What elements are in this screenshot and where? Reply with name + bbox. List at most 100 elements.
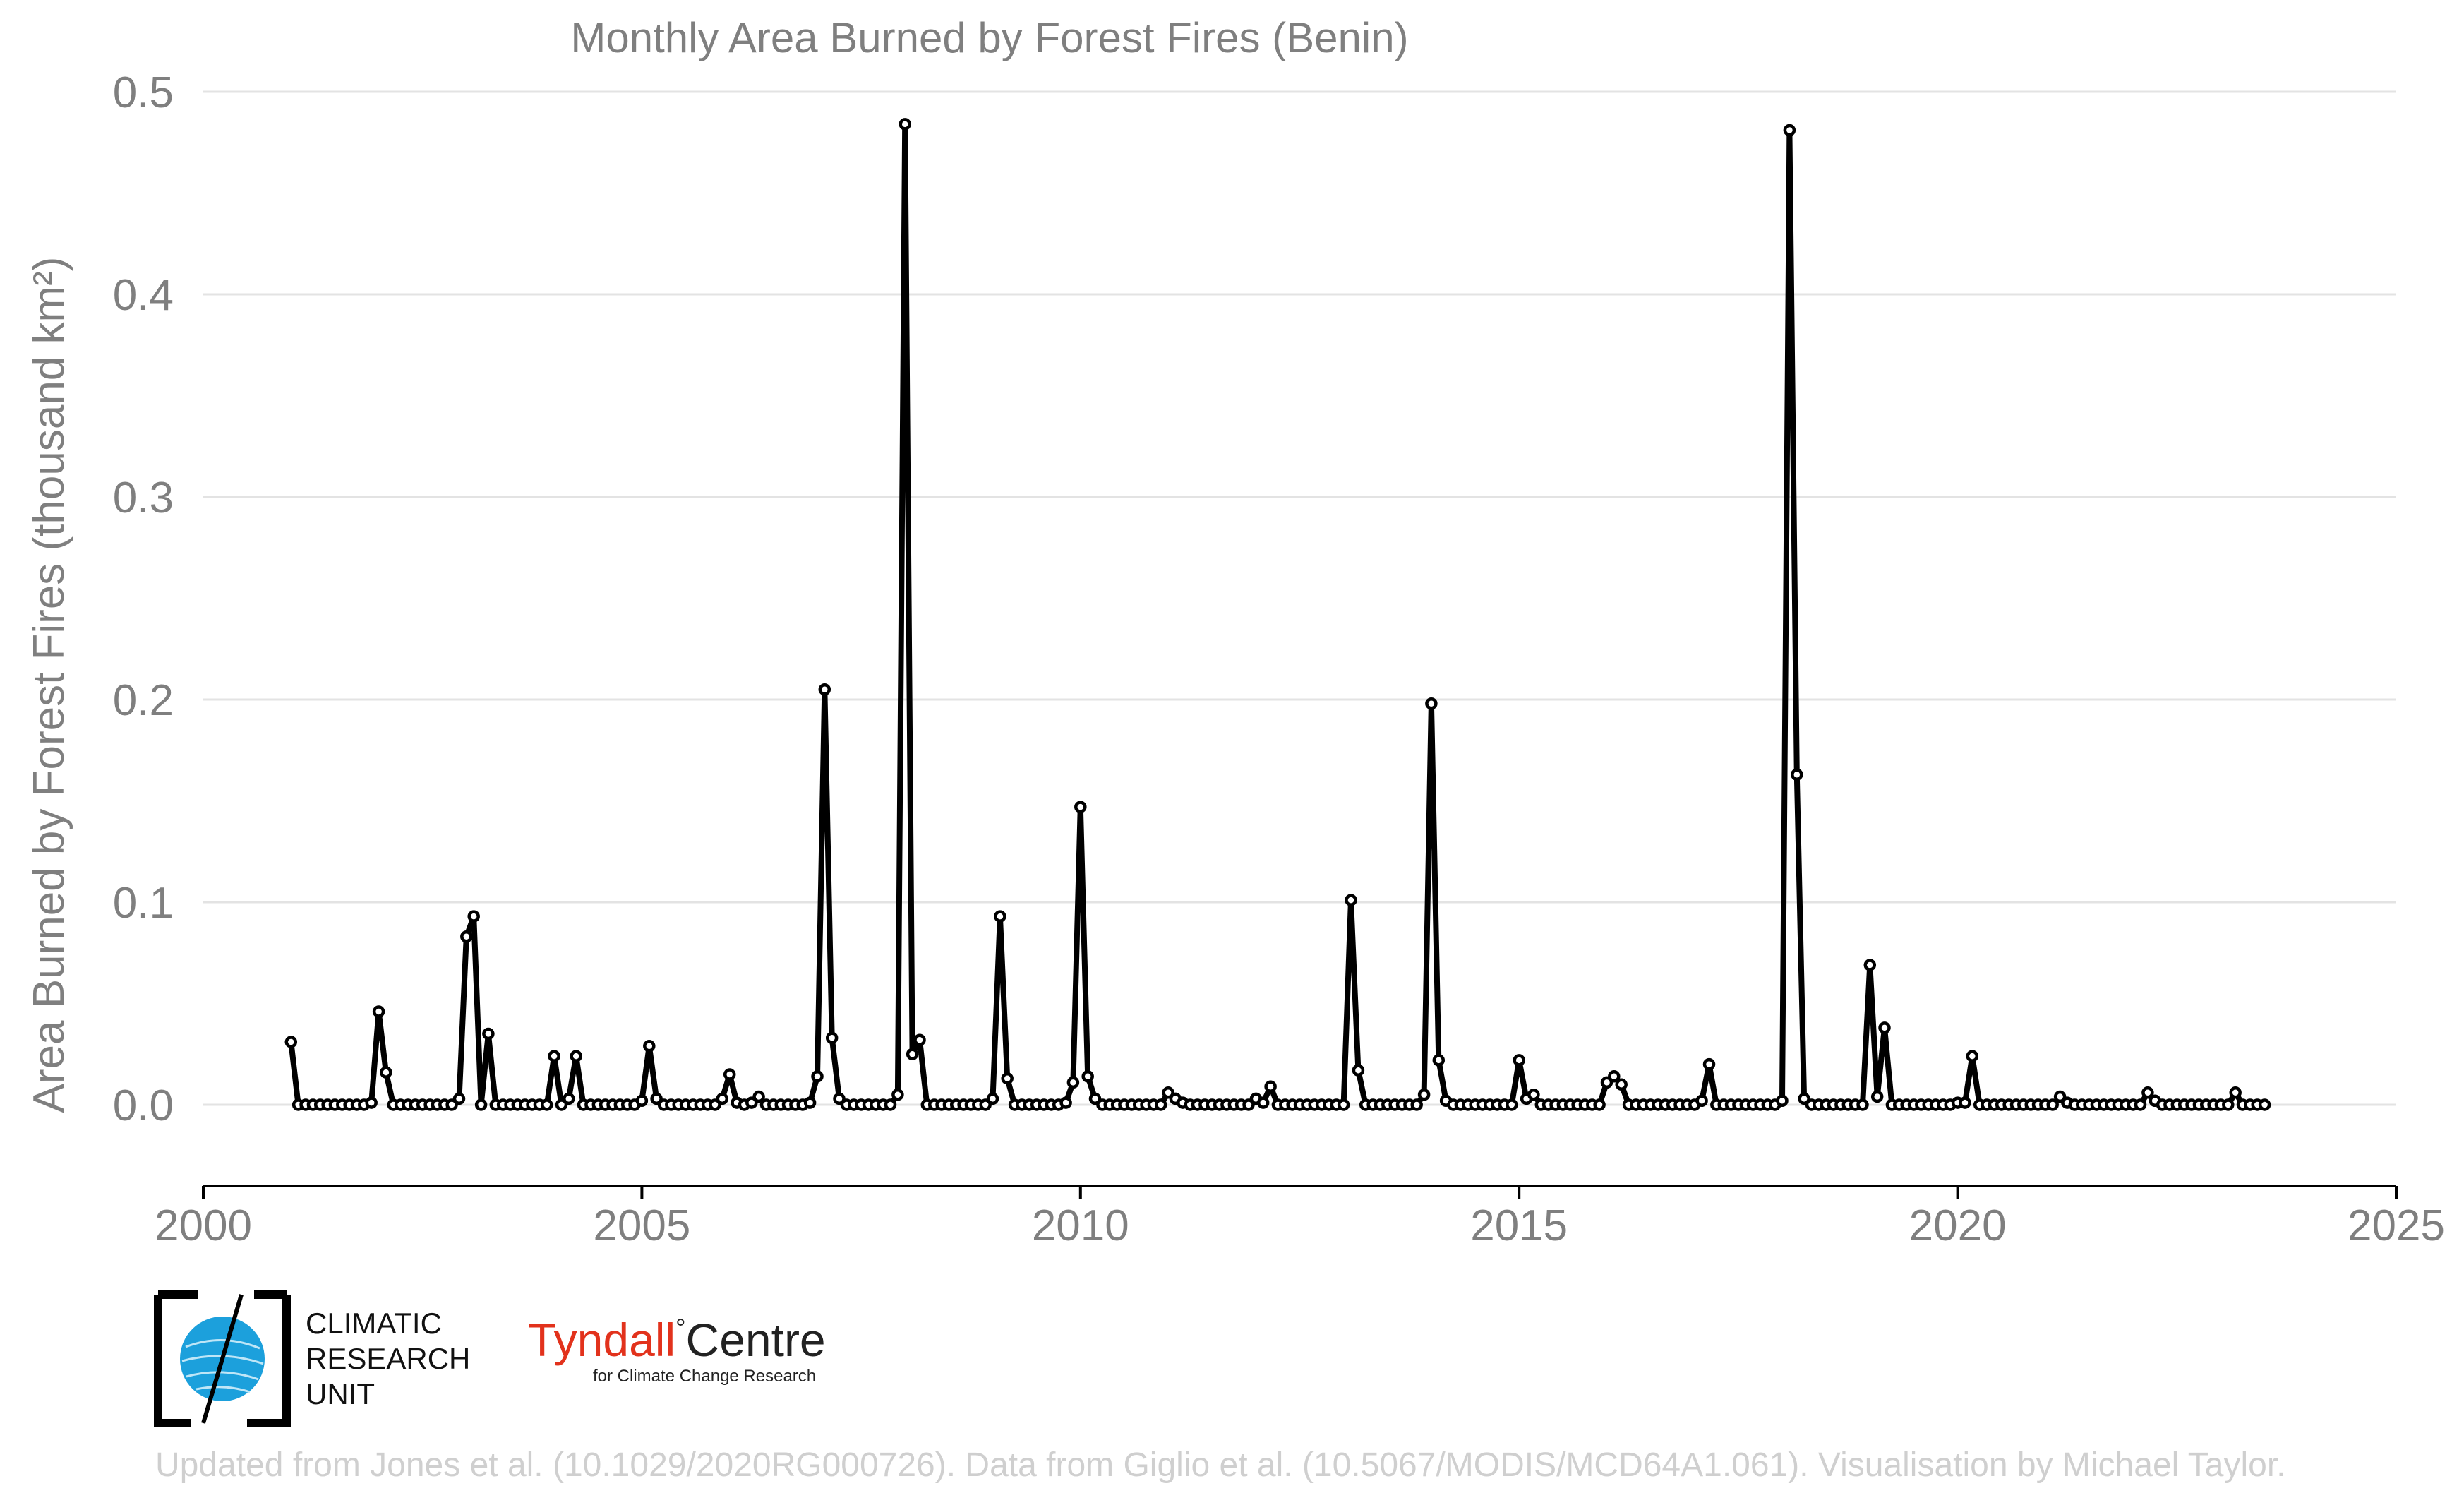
cru-text-line1: CLIMATIC bbox=[306, 1307, 442, 1340]
data-point bbox=[1702, 1057, 1716, 1071]
data-point bbox=[1256, 1096, 1270, 1109]
data-point bbox=[445, 1098, 458, 1111]
tyndall-logo: Tyndall°Centre for Climate Change Resear… bbox=[528, 1313, 826, 1398]
data-point bbox=[803, 1096, 817, 1109]
data-point bbox=[467, 910, 480, 923]
data-point bbox=[284, 1036, 298, 1048]
data-point bbox=[913, 1033, 926, 1046]
data-point bbox=[1410, 1098, 1423, 1111]
x-axis-ticks: 2000 2005 2010 2015 2020 2025 bbox=[155, 1186, 2445, 1250]
data-point bbox=[1059, 1096, 1072, 1109]
y-axis-ticks: 0.0 0.1 0.2 0.3 0.4 0.5 bbox=[113, 68, 174, 1130]
data-point bbox=[1506, 1098, 1518, 1111]
tyndall-centre-text: Centre bbox=[685, 1314, 826, 1366]
data-point bbox=[811, 1070, 824, 1083]
data-point bbox=[1608, 1070, 1621, 1083]
data-point bbox=[833, 1092, 846, 1105]
data-point bbox=[1001, 1072, 1014, 1085]
cru-globe-icon bbox=[154, 1290, 291, 1427]
x-tick-label: 2020 bbox=[1909, 1201, 2007, 1250]
data-point bbox=[1264, 1080, 1277, 1093]
data-points bbox=[284, 118, 2271, 1111]
data-point bbox=[541, 1098, 553, 1111]
data-point bbox=[752, 1090, 765, 1103]
y-tick-label: 0.0 bbox=[113, 1081, 174, 1130]
data-point bbox=[2134, 1098, 2147, 1111]
data-point bbox=[1432, 1054, 1446, 1067]
data-point bbox=[365, 1096, 378, 1109]
tyndall-degree: ° bbox=[675, 1313, 686, 1342]
data-point bbox=[1600, 1076, 1613, 1089]
data-point bbox=[1615, 1078, 1628, 1091]
data-point bbox=[1959, 1096, 1971, 1109]
data-point bbox=[1081, 1070, 1094, 1083]
data-point bbox=[1242, 1098, 1255, 1111]
data-point bbox=[906, 1048, 919, 1061]
gridlines bbox=[203, 90, 2396, 1106]
data-point bbox=[635, 1094, 649, 1108]
data-point bbox=[1870, 1090, 1884, 1103]
x-tick-label: 2000 bbox=[155, 1201, 252, 1250]
data-point bbox=[474, 1098, 488, 1111]
data-point bbox=[994, 910, 1006, 923]
data-point bbox=[482, 1027, 495, 1041]
y-tick-label: 0.1 bbox=[113, 879, 174, 928]
data-point bbox=[818, 683, 831, 696]
data-point bbox=[2222, 1098, 2235, 1111]
data-point bbox=[1791, 768, 1803, 781]
x-tick-label: 2025 bbox=[2348, 1201, 2445, 1250]
data-point bbox=[1863, 959, 1877, 971]
data-point bbox=[2258, 1098, 2271, 1111]
data-point bbox=[460, 930, 473, 943]
tyndall-text: Tyndall bbox=[528, 1314, 676, 1366]
data-point bbox=[1776, 1094, 1789, 1108]
data-point bbox=[1066, 1076, 1080, 1089]
data-point bbox=[1417, 1088, 1431, 1101]
data-point bbox=[1337, 1098, 1350, 1111]
data-point bbox=[891, 1088, 904, 1101]
y-tick-label: 0.5 bbox=[113, 68, 174, 117]
data-point bbox=[1695, 1094, 1708, 1108]
y-axis-label: Area Burned by Forest Fires (thousand km… bbox=[25, 257, 73, 1113]
y-tick-label: 0.2 bbox=[113, 676, 174, 725]
data-point bbox=[1425, 697, 1438, 710]
x-tick-label: 2005 bbox=[593, 1201, 690, 1250]
data-point bbox=[2053, 1090, 2067, 1103]
data-point bbox=[1352, 1064, 1365, 1077]
data-point bbox=[899, 118, 911, 131]
data-point bbox=[563, 1092, 575, 1105]
data-point bbox=[1966, 1050, 1979, 1062]
data-point bbox=[1162, 1086, 1174, 1099]
data-point bbox=[650, 1092, 663, 1105]
data-point bbox=[884, 1098, 897, 1111]
footer-credit: Updated from Jones et al. (10.1029/2020R… bbox=[155, 1446, 2286, 1484]
x-tick-label: 2010 bbox=[1032, 1201, 1129, 1250]
data-point bbox=[1345, 894, 1357, 906]
data-point bbox=[1856, 1098, 1869, 1111]
data-point bbox=[643, 1040, 656, 1053]
data-point bbox=[452, 1092, 466, 1105]
data-point bbox=[1154, 1098, 1167, 1111]
tyndall-subtitle: for Climate Change Research bbox=[593, 1367, 817, 1386]
data-point bbox=[1074, 801, 1087, 813]
data-point bbox=[723, 1068, 736, 1081]
data-point bbox=[1513, 1054, 1525, 1067]
data-point bbox=[1593, 1098, 1606, 1111]
data-point bbox=[372, 1005, 385, 1018]
data-point bbox=[1783, 124, 1796, 137]
data-point bbox=[380, 1066, 392, 1079]
data-point bbox=[1527, 1088, 1540, 1101]
data-point bbox=[986, 1092, 999, 1105]
data-point bbox=[1088, 1092, 1102, 1105]
y-tick-label: 0.4 bbox=[113, 271, 174, 320]
data-point bbox=[716, 1092, 729, 1105]
data-point bbox=[555, 1098, 568, 1111]
data-point bbox=[570, 1050, 582, 1062]
x-tick-label: 2015 bbox=[1470, 1201, 1568, 1250]
series-line bbox=[288, 121, 2265, 1108]
chart-title: Monthly Area Burned by Forest Fires (Ben… bbox=[570, 14, 1408, 61]
cru-logo: CLIMATIC RESEARCH UNIT bbox=[154, 1290, 507, 1432]
data-point bbox=[1878, 1021, 1891, 1034]
data-point bbox=[1798, 1092, 1810, 1105]
